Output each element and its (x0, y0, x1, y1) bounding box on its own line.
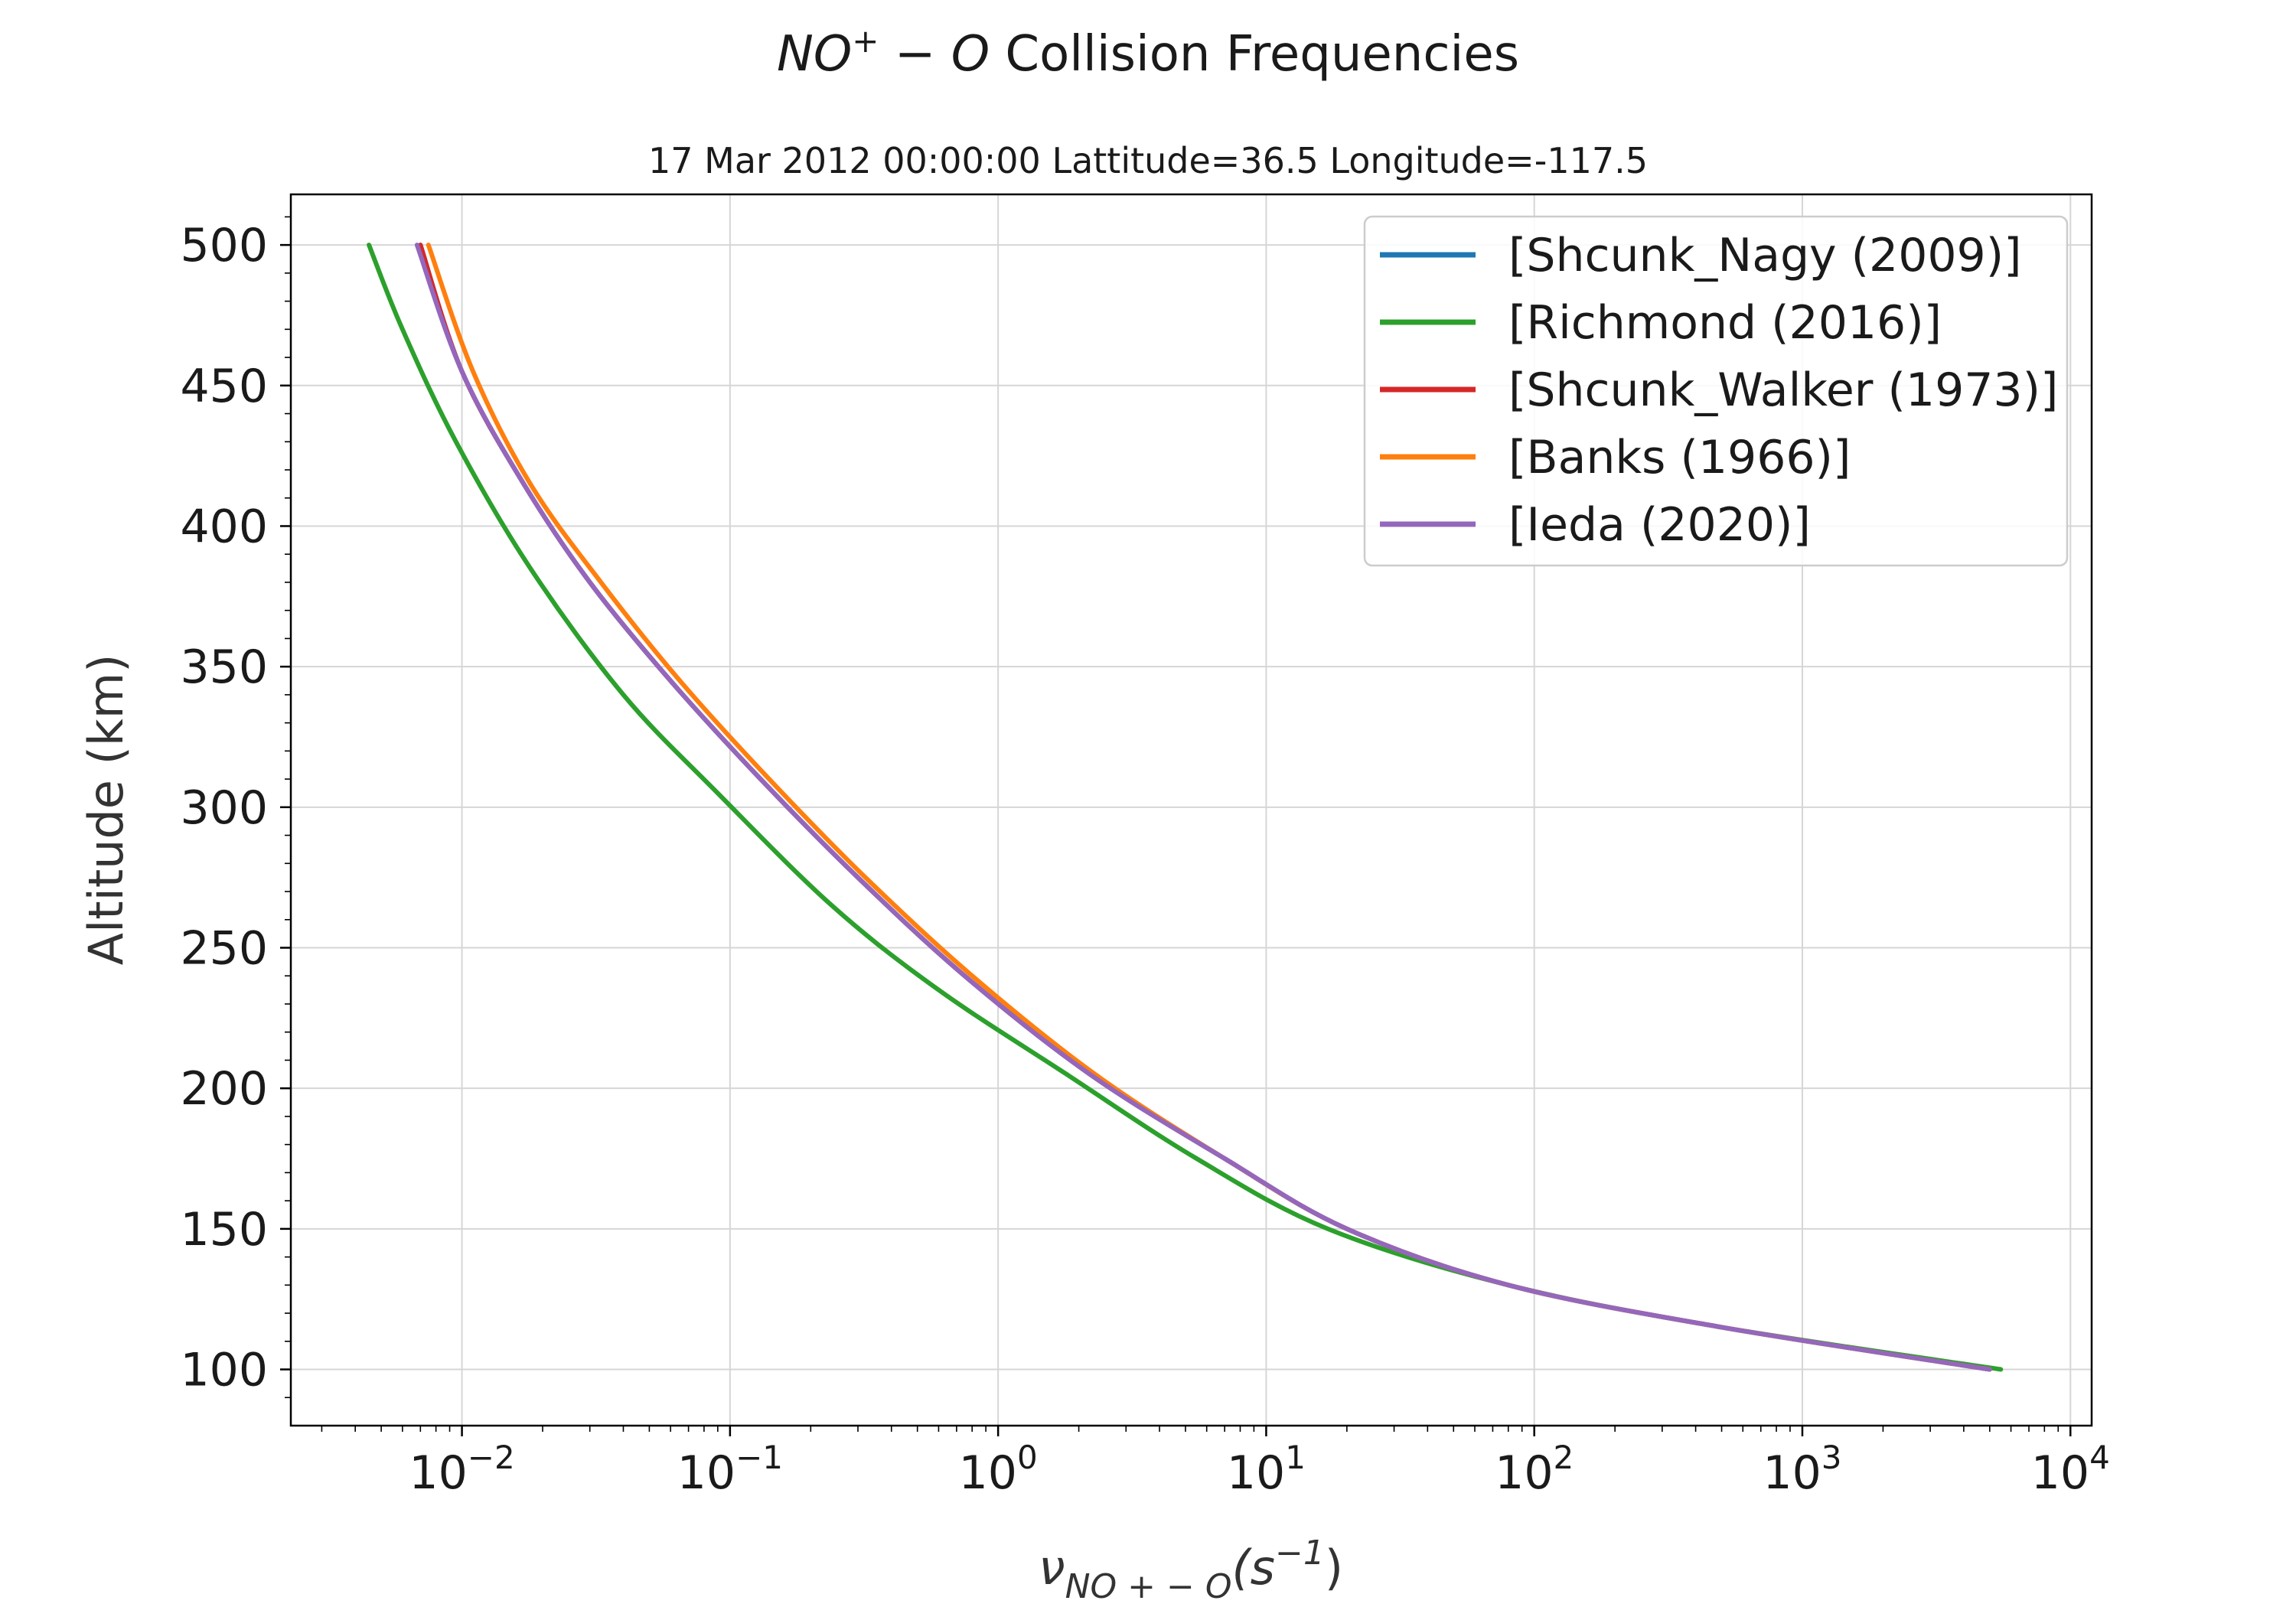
x-tick-label: 102 (1495, 1439, 1574, 1500)
y-tick-label: 450 (180, 360, 268, 413)
y-tick-label: 500 (180, 219, 268, 272)
x-tick-label: 100 (959, 1439, 1038, 1500)
y-tick-label: 350 (180, 641, 268, 694)
title-species: NO (777, 26, 852, 83)
chart-title: NO+ − O Collision Frequencies (777, 22, 1519, 83)
legend-label: [Shcunk_Walker (1973)] (1508, 363, 2058, 417)
x-tick-exponent: −1 (735, 1439, 783, 1476)
plot-frame (289, 193, 2093, 1427)
x-axis-label-close: ) (1325, 1540, 1343, 1596)
x-axis-label-open: (s (1231, 1540, 1275, 1596)
x-tick-exponent: 0 (1017, 1439, 1038, 1476)
chart-subtitle: 17 Mar 2012 00:00:00 Lattitude=36.5 Long… (648, 140, 1648, 181)
y-axis-label: Altitude (km) (78, 654, 134, 966)
legend-box (1363, 215, 2069, 567)
minor-ticks (285, 216, 2060, 1432)
x-tick-base: 10 (2031, 1446, 2089, 1500)
x-tick-exponent: 4 (2089, 1439, 2110, 1476)
y-tick-label: 250 (180, 922, 268, 976)
y-tick-label: 100 (180, 1344, 268, 1397)
legend-label: [Ieda (2020)] (1508, 498, 1811, 552)
legend-label: [Shcunk_Nagy (2009)] (1508, 229, 2022, 282)
x-tick-label: 10−2 (409, 1439, 514, 1500)
title-text: Collision Frequencies (990, 26, 1519, 83)
x-tick-base: 10 (1495, 1446, 1553, 1500)
legend: [Shcunk_Nagy (2009)] [Richmond (2016)] [Sh… (1363, 215, 2069, 567)
x-axis-label: νNO + − O(s−1) (1039, 1534, 1343, 1606)
x-tick-label: 101 (1227, 1439, 1306, 1500)
x-tick-label: 10−1 (677, 1439, 783, 1500)
x-tick-label: 104 (2031, 1439, 2110, 1500)
x-tick-base: 10 (677, 1446, 735, 1500)
x-axis: 10−2 10−1 100 101 102 103 104 (409, 1426, 2110, 1500)
legend-label: [Banks (1966)] (1508, 431, 1851, 484)
y-tick-label: 300 (180, 781, 268, 835)
y-tick-label: 200 (180, 1062, 268, 1116)
title-species-rest: − O (879, 26, 990, 83)
x-tick-exponent: −2 (468, 1439, 515, 1476)
y-tick-label: 150 (180, 1203, 268, 1257)
x-tick-exponent: 2 (1554, 1439, 1574, 1476)
series-layer (367, 243, 2004, 1372)
y-tick-label: 400 (180, 500, 268, 553)
x-tick-base: 10 (409, 1446, 467, 1500)
series-line-5 (414, 243, 1992, 1372)
title-species-sup: + (852, 22, 879, 60)
x-axis-label-sup: −1 (1275, 1534, 1325, 1573)
x-axis-label-nu: ν (1039, 1540, 1065, 1596)
x-tick-label: 103 (1763, 1439, 1841, 1500)
x-axis-label-sub: NO + − O (1065, 1567, 1232, 1606)
y-axis: 100 150 200 250 300 350 400 450 500 (180, 219, 291, 1397)
x-tick-exponent: 3 (1821, 1439, 1842, 1476)
x-tick-base: 10 (1763, 1446, 1821, 1500)
x-tick-base: 10 (959, 1446, 1017, 1500)
legend-label: [Richmond (2016)] (1508, 296, 1942, 350)
x-tick-base: 10 (1227, 1446, 1285, 1500)
x-tick-exponent: 1 (1285, 1439, 1306, 1476)
